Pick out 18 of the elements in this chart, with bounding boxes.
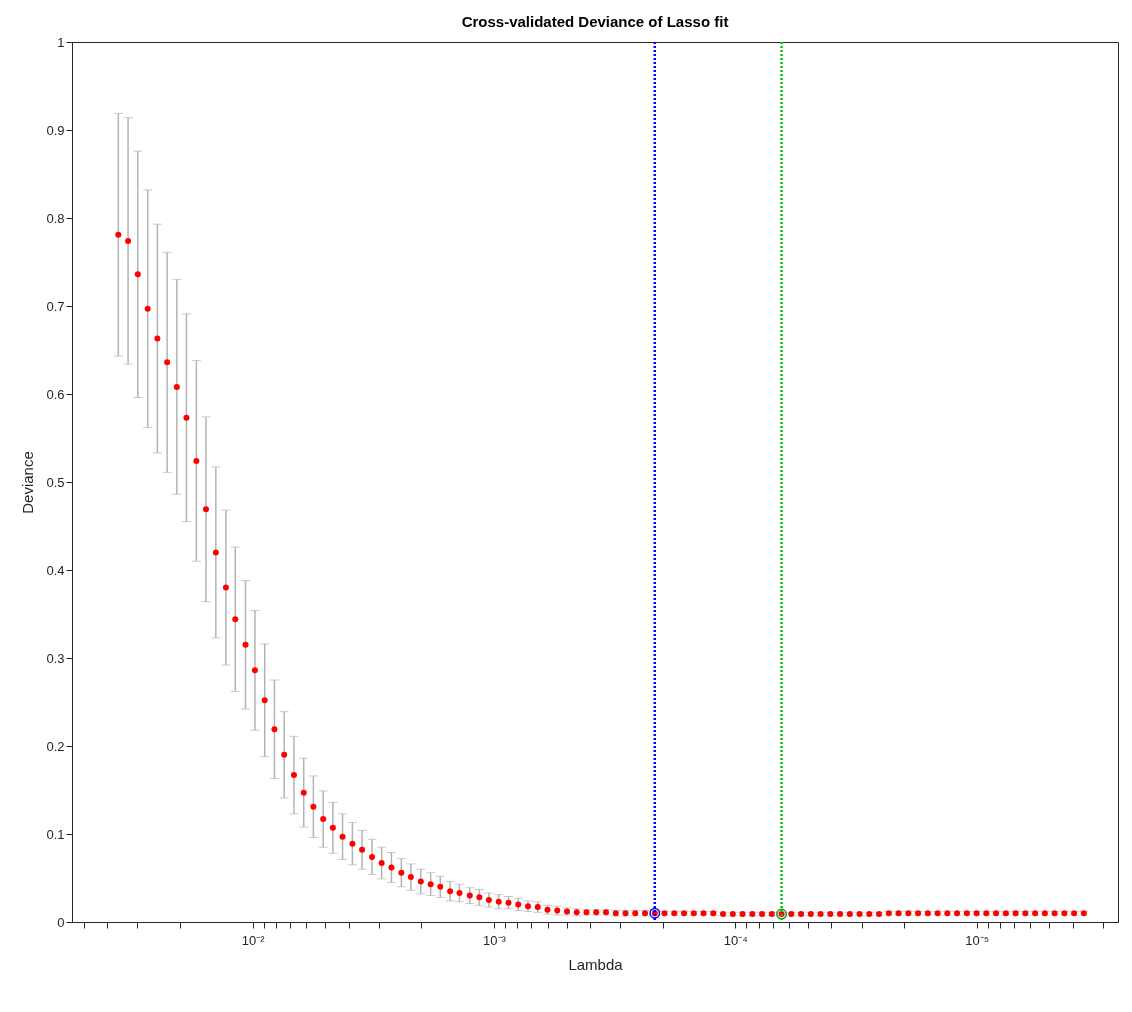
chart-title: Cross-validated Deviance of Lasso fit <box>461 13 729 30</box>
y-tick-label: 0.3 <box>46 650 65 666</box>
y-tick-label: 0.1 <box>46 826 65 842</box>
y-tick-label: 0.2 <box>46 738 65 754</box>
x-axis-title: Lambda <box>568 955 624 973</box>
y-tick-label: 0.5 <box>46 474 65 490</box>
y-tick-label: 1 <box>57 34 65 50</box>
y-axis-title: Deviance <box>19 451 37 514</box>
y-tick-label: 0 <box>57 914 65 930</box>
x-tick-label: 10⁻³ <box>483 932 507 948</box>
y-tick-label: 0.6 <box>46 386 65 402</box>
x-tick-label: 10⁻² <box>241 932 266 948</box>
y-tick-label: 0.7 <box>46 298 65 314</box>
x-tick-label: 10⁻⁴ <box>723 932 748 948</box>
y-tick-label: 0.9 <box>46 122 65 138</box>
x-tick-label: 10⁻⁵ <box>965 932 990 948</box>
y-tick-label: 0.8 <box>46 210 65 226</box>
y-tick-label: 0.4 <box>46 562 65 578</box>
